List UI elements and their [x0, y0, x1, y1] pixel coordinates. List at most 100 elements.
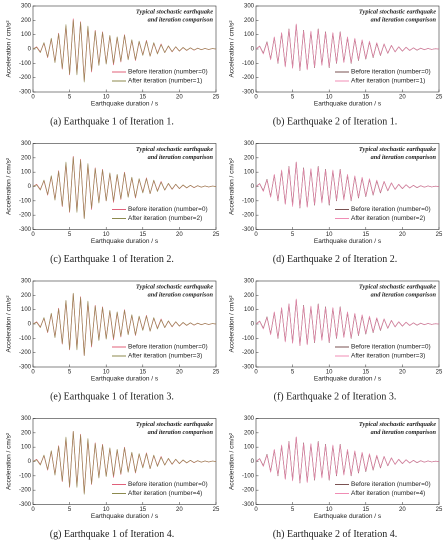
y-tick-label: -100 [242, 473, 255, 479]
y-tick-label: 0 [28, 459, 32, 465]
legend-label: After iteration (number=1) [128, 78, 202, 85]
x-tick-label: 25 [213, 370, 220, 376]
y-tick-label: 300 [21, 279, 32, 285]
y-tick-label: -300 [19, 502, 32, 508]
x-tick-label: 20 [399, 507, 406, 513]
x-tick-label: 20 [176, 507, 183, 513]
y-tick-label: 200 [244, 155, 255, 161]
y-tick-label: -100 [19, 473, 32, 479]
y-axis-label: Acceleration / cm/s² [229, 295, 236, 353]
annotation: and iteration comparison [148, 429, 214, 436]
x-tick-label: 25 [436, 370, 443, 376]
y-tick-label: 200 [244, 430, 255, 436]
y-tick-label: 300 [21, 4, 32, 10]
y-tick-label: -200 [19, 75, 32, 81]
y-tick-label: -300 [242, 90, 255, 96]
x-axis-label: Earthquake duration / s [91, 376, 159, 383]
chart-panel: -300 -200 -100 0 100 200 300 0 5 10 15 20 25 Earthqua… [229, 416, 443, 540]
caption: (b) Earthquake 2 of Iteration 1. [273, 116, 397, 127]
x-axis-label: Earthquake duration / s [314, 101, 382, 108]
y-axis-label: Acceleration / cm/s² [229, 20, 236, 78]
series-line [255, 298, 440, 346]
y-tick-label: -100 [242, 198, 255, 204]
y-tick-label: 100 [21, 445, 32, 451]
y-tick-label: -100 [19, 61, 32, 67]
x-tick-label: 10 [103, 232, 110, 238]
x-tick-label: 25 [213, 507, 220, 513]
x-tick-label: 10 [326, 95, 333, 101]
y-tick-label: 100 [244, 170, 255, 176]
x-tick-label: 15 [139, 232, 146, 238]
annotation: and iteration comparison [371, 291, 437, 298]
annotation: Typical stochastic earthquake [136, 146, 213, 153]
x-tick-label: 0 [254, 370, 258, 376]
chart-panel: -300 -200 -100 0 100 200 300 0 5 10 15 20 25 Earthqua… [229, 279, 443, 403]
annotation: and iteration comparison [148, 154, 214, 161]
annotation: and iteration comparison [371, 154, 437, 161]
x-tick-label: 0 [31, 232, 35, 238]
y-tick-label: 300 [244, 416, 255, 422]
x-axis-label: Earthquake duration / s [314, 238, 382, 245]
legend-label: After iteration (number=2) [351, 215, 425, 222]
x-tick-label: 15 [362, 95, 369, 101]
caption: (f) Earthquake 2 of Iteration 3. [274, 391, 397, 402]
x-tick-label: 20 [176, 95, 183, 101]
legend-label: Before iteration (number=0) [351, 481, 431, 488]
x-tick-label: 20 [399, 95, 406, 101]
y-tick-label: 300 [244, 4, 255, 10]
y-tick-label: 100 [21, 307, 32, 313]
annotation: and iteration comparison [371, 429, 437, 436]
y-tick-label: 0 [251, 47, 255, 53]
x-tick-label: 25 [436, 95, 443, 101]
y-tick-label: -300 [19, 365, 32, 371]
y-tick-label: -300 [242, 365, 255, 371]
series-line [32, 156, 217, 220]
annotation: Typical stochastic earthquake [136, 8, 213, 15]
x-tick-label: 10 [326, 370, 333, 376]
caption: (g) Earthquake 1 of Iteration 4. [50, 529, 174, 540]
y-tick-label: -200 [242, 350, 255, 356]
y-axis-label: Acceleration / cm/s² [229, 432, 236, 490]
chart-panel: -300 -200 -100 0 100 200 300 0 5 10 15 20 25 Earthqua… [229, 4, 443, 128]
y-axis-label: Acceleration / cm/s² [6, 20, 13, 78]
x-tick-label: 15 [139, 370, 146, 376]
chart-panel: -300 -200 -100 0 100 200 300 0 5 10 15 20 25 Earthqua… [6, 4, 220, 128]
legend-label: Before iteration (number=0) [351, 344, 431, 351]
y-tick-label: 0 [28, 322, 32, 328]
x-tick-label: 10 [103, 507, 110, 513]
x-tick-label: 0 [31, 507, 35, 513]
annotation: and iteration comparison [148, 16, 214, 23]
x-tick-label: 20 [176, 370, 183, 376]
x-tick-label: 10 [103, 95, 110, 101]
y-tick-label: -200 [19, 488, 32, 494]
annotation: and iteration comparison [371, 16, 437, 23]
y-tick-label: 100 [244, 445, 255, 451]
x-axis-label: Earthquake duration / s [91, 513, 159, 520]
y-tick-label: -100 [242, 61, 255, 67]
x-tick-label: 5 [291, 370, 295, 376]
x-tick-label: 25 [436, 507, 443, 513]
x-tick-label: 0 [31, 370, 35, 376]
x-tick-label: 0 [254, 232, 258, 238]
y-tick-label: -200 [19, 213, 32, 219]
y-axis-label: Acceleration / cm/s² [6, 295, 13, 353]
y-tick-label: -300 [19, 227, 32, 233]
y-tick-label: 200 [21, 293, 32, 299]
series-line [32, 292, 217, 356]
legend-label: After iteration (number=3) [128, 353, 202, 360]
annotation: Typical stochastic earthquake [136, 421, 213, 428]
x-tick-label: 25 [213, 232, 220, 238]
annotation: Typical stochastic earthquake [359, 421, 436, 428]
chart-panel: -300 -200 -100 0 100 200 300 0 5 10 15 20 25 Earthqua… [6, 279, 220, 403]
chart-panel: -300 -200 -100 0 100 200 300 0 5 10 15 20 25 Earthqua… [229, 141, 443, 265]
y-tick-label: -100 [19, 198, 32, 204]
y-tick-label: -200 [19, 350, 32, 356]
y-tick-label: 100 [21, 32, 32, 38]
annotation: Typical stochastic earthquake [359, 283, 436, 290]
x-tick-label: 0 [31, 95, 35, 101]
y-tick-label: -200 [242, 213, 255, 219]
legend-label: Before iteration (number=0) [128, 481, 208, 488]
y-tick-label: 300 [21, 141, 32, 147]
y-tick-label: 200 [21, 430, 32, 436]
